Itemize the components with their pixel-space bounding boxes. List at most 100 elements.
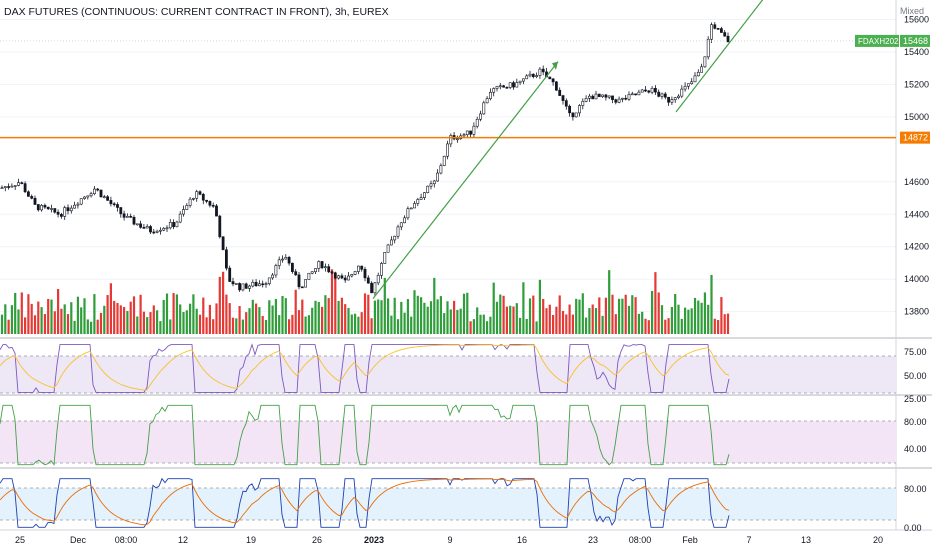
candle-body[interactable]: [380, 263, 383, 276]
candle-body[interactable]: [647, 90, 651, 93]
candle-body[interactable]: [386, 244, 390, 253]
candle-body[interactable]: [277, 259, 281, 266]
candle-body[interactable]: [231, 281, 235, 285]
candle-body[interactable]: [558, 89, 562, 96]
candle-body[interactable]: [40, 205, 44, 211]
candle-body[interactable]: [165, 227, 169, 230]
candle-body[interactable]: [399, 222, 403, 228]
candle-body[interactable]: [267, 277, 271, 284]
candle-body[interactable]: [620, 97, 624, 100]
candle-body[interactable]: [254, 281, 258, 287]
candle-body[interactable]: [548, 76, 552, 80]
candle-body[interactable]: [436, 172, 440, 182]
candle-body[interactable]: [145, 226, 149, 229]
candle-body[interactable]: [512, 82, 515, 88]
candle-body[interactable]: [228, 267, 232, 282]
candle-body[interactable]: [175, 221, 179, 228]
candle-body[interactable]: [112, 203, 116, 206]
candle-body[interactable]: [195, 191, 199, 199]
candle-body[interactable]: [663, 93, 667, 98]
candle-body[interactable]: [152, 231, 156, 234]
scale-mode-label[interactable]: Mixed: [899, 6, 924, 16]
candle-body[interactable]: [446, 143, 449, 157]
candle-body[interactable]: [607, 95, 611, 98]
candle-body[interactable]: [485, 98, 489, 104]
candle-body[interactable]: [248, 285, 251, 289]
candle-body[interactable]: [541, 68, 545, 73]
candle-body[interactable]: [106, 196, 110, 201]
candle-body[interactable]: [578, 105, 581, 114]
candle-body[interactable]: [122, 213, 126, 218]
candle-body[interactable]: [568, 105, 572, 114]
candle-body[interactable]: [10, 185, 14, 188]
trend-line-up[interactable]: [372, 61, 559, 300]
candle-body[interactable]: [102, 196, 106, 198]
candle-body[interactable]: [149, 226, 152, 233]
candle-body[interactable]: [347, 275, 350, 281]
candle-body[interactable]: [564, 100, 568, 107]
candle-body[interactable]: [495, 86, 499, 89]
candle-body[interactable]: [677, 95, 680, 99]
candle-body[interactable]: [657, 91, 661, 97]
candle-body[interactable]: [488, 91, 492, 99]
candle-body[interactable]: [726, 35, 730, 43]
candle-body[interactable]: [505, 86, 509, 89]
candle-body[interactable]: [356, 265, 360, 272]
candle-body[interactable]: [126, 215, 129, 218]
candle-body[interactable]: [690, 81, 694, 84]
candle-body[interactable]: [719, 28, 723, 33]
candle-body[interactable]: [630, 93, 634, 96]
candle-body[interactable]: [238, 283, 242, 291]
candle-body[interactable]: [330, 271, 334, 274]
candle-body[interactable]: [172, 222, 176, 228]
candle-body[interactable]: [574, 112, 578, 118]
candle-body[interactable]: [3, 186, 7, 189]
candle-body[interactable]: [611, 95, 614, 100]
candle-body[interactable]: [300, 286, 304, 289]
candle-body[interactable]: [554, 81, 558, 91]
candle-body[interactable]: [482, 102, 486, 115]
candle-body[interactable]: [581, 101, 585, 106]
candle-body[interactable]: [23, 183, 27, 193]
candle-body[interactable]: [680, 88, 684, 97]
candle-body[interactable]: [211, 204, 215, 207]
candle-body[interactable]: [13, 185, 17, 187]
candle-body[interactable]: [208, 201, 212, 206]
candle-body[interactable]: [234, 283, 238, 285]
candle-body[interactable]: [531, 73, 535, 77]
candle-body[interactable]: [363, 268, 367, 279]
candle-body[interactable]: [465, 130, 469, 135]
candle-body[interactable]: [284, 257, 288, 260]
candle-body[interactable]: [370, 282, 374, 294]
candle-body[interactable]: [419, 197, 423, 200]
candle-body[interactable]: [475, 118, 479, 127]
candle-body[interactable]: [551, 78, 555, 83]
candle-body[interactable]: [257, 283, 261, 287]
candle-body[interactable]: [241, 283, 245, 291]
candle-body[interactable]: [449, 135, 453, 145]
candle-body[interactable]: [59, 214, 63, 217]
candle-body[interactable]: [86, 195, 90, 198]
candle-body[interactable]: [406, 208, 410, 219]
candle-body[interactable]: [182, 209, 185, 215]
candle-body[interactable]: [376, 275, 380, 284]
candle-body[interactable]: [66, 207, 70, 212]
candle-body[interactable]: [528, 73, 532, 77]
candle-body[interactable]: [221, 236, 225, 251]
candle-body[interactable]: [409, 207, 413, 210]
candle-body[interactable]: [667, 96, 671, 103]
candle-body[interactable]: [274, 265, 278, 276]
candle-body[interactable]: [132, 216, 136, 225]
candle-body[interactable]: [168, 222, 172, 229]
candle-body[interactable]: [73, 204, 77, 209]
candle-body[interactable]: [624, 97, 628, 100]
candle-body[interactable]: [251, 281, 255, 287]
candle-body[interactable]: [188, 198, 192, 206]
candle-body[interactable]: [716, 28, 720, 30]
candle-body[interactable]: [373, 282, 377, 294]
candle-body[interactable]: [30, 196, 34, 199]
candle-body[interactable]: [366, 277, 370, 284]
candle-body[interactable]: [83, 196, 86, 199]
candle-body[interactable]: [614, 99, 618, 103]
candle-body[interactable]: [93, 188, 96, 195]
